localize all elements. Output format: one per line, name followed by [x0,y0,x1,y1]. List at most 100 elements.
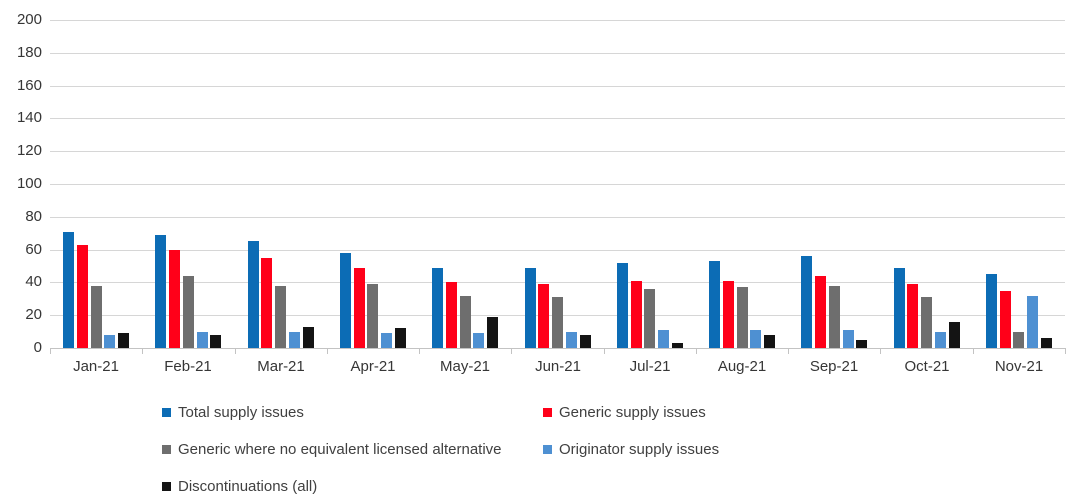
bar [801,256,812,348]
bar [91,286,102,348]
bar [538,284,549,348]
legend-item-originator-supply-issues: Originator supply issues [543,440,719,458]
bar [63,232,74,348]
bar [104,335,115,348]
bar [261,258,272,348]
axis-tick [973,348,974,354]
gridline [50,282,1065,283]
bar [525,268,536,348]
gridline [50,53,1065,54]
axis-tick [511,348,512,354]
bar [340,253,351,348]
bar [395,328,406,348]
bar [77,245,88,348]
legend-label-generic-no-equivalent: Generic where no equivalent licensed alt… [178,440,502,458]
y-axis-label: 200 [16,11,42,28]
axis-tick [142,348,143,354]
bar [197,332,208,348]
y-axis-label: 180 [16,44,42,61]
legend-item-generic-supply-issues: Generic supply issues [543,403,706,421]
x-axis-label: Sep-21 [809,358,859,375]
x-axis-label: Jul-21 [629,358,671,375]
bar [829,286,840,348]
bar [764,335,775,348]
gridline [50,184,1065,185]
axis-tick [419,348,420,354]
bar [566,332,577,348]
bar [843,330,854,348]
axis-tick [788,348,789,354]
bar [275,286,286,348]
bar [248,241,259,348]
axis-tick [604,348,605,354]
bar [986,274,997,348]
bar [644,289,655,348]
bar [750,330,761,348]
bar [580,335,591,348]
gridline [50,217,1065,218]
bar [460,296,471,348]
legend-marker-generic-supply-issues [543,407,552,417]
x-axis-label: Jan-21 [73,358,119,375]
legend-label-discontinuations: Discontinuations (all) [178,477,318,495]
axis-tick [696,348,697,354]
bar [354,268,365,348]
bar [709,261,720,348]
axis-tick [327,348,328,354]
bar [446,282,457,348]
bar [856,340,867,348]
legend-marker-originator-supply-issues [543,444,552,454]
bar [894,268,905,348]
x-axis-label: Feb-21 [164,358,212,375]
y-axis-label: 20 [25,306,42,323]
y-axis-label: 0 [33,339,42,356]
bar [289,332,300,348]
bar [617,263,628,348]
y-axis-label: 100 [16,175,42,192]
gridline [50,118,1065,119]
y-axis-label: 60 [25,241,42,258]
legend-marker-generic-no-equivalent [162,444,171,454]
legend-label-originator-supply-issues: Originator supply issues [559,440,720,458]
bar [432,268,443,348]
y-axis-label: 140 [16,109,42,126]
gridline [50,151,1065,152]
bar [1041,338,1052,348]
x-axis-label: Apr-21 [350,358,396,375]
bar [672,343,683,348]
legend-label-generic-supply-issues: Generic supply issues [559,403,706,421]
legend-marker-discontinuations [162,481,171,491]
y-axis-label: 120 [16,142,42,159]
bar [1000,291,1011,348]
x-axis-label: May-21 [439,358,491,375]
y-axis-label: 80 [25,208,42,225]
legend-marker-total-supply-issues [162,407,171,417]
axis-tick [880,348,881,354]
bar [367,284,378,348]
bar [183,276,194,348]
gridline [50,86,1065,87]
gridline [50,20,1065,21]
bar [155,235,166,348]
axis-tick [235,348,236,354]
bar [723,281,734,348]
axis-tick [50,348,51,354]
bar [935,332,946,348]
bar [631,281,642,348]
bar [658,330,669,348]
bar [169,250,180,348]
bar [552,297,563,348]
legend-item-generic-no-equivalent: Generic where no equivalent licensed alt… [162,440,502,458]
bar [1013,332,1024,348]
bar [487,317,498,348]
axis-tick [1065,348,1066,354]
bar [381,333,392,348]
gridline [50,250,1065,251]
bar [303,327,314,348]
x-axis-label: Jun-21 [535,358,581,375]
bar [907,284,918,348]
bar [210,335,221,348]
legend-item-total-supply-issues: Total supply issues [162,403,304,421]
bar [921,297,932,348]
